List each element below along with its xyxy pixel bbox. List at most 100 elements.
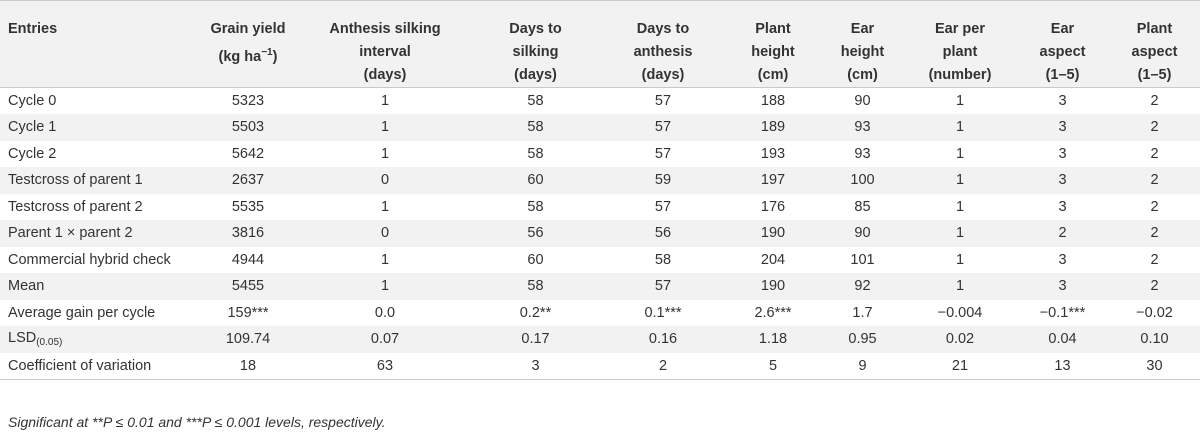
table-cell: −0.004 <box>937 304 983 321</box>
column-header-line: anthesis <box>633 44 693 60</box>
table-cell: 3 <box>1058 93 1067 109</box>
table-cell: 3 <box>1058 145 1067 162</box>
table-cell: 0 <box>380 225 390 242</box>
column-header: Anthesis silking interval (days) <box>300 1 470 88</box>
table-cell: 2 <box>1058 225 1067 242</box>
table-cell: 57 <box>654 278 672 295</box>
column-header-line: Plant <box>755 21 791 37</box>
table-cell: 0.17 <box>521 331 550 348</box>
table-cell: 2 <box>1150 198 1159 215</box>
table-cell: 2 <box>1150 172 1159 189</box>
table-cell: 5455 <box>231 278 265 295</box>
table-cell: 18 <box>239 357 257 374</box>
table-cell: 0 <box>380 172 390 189</box>
column-header-line: aspect <box>1039 44 1086 60</box>
table-cell: 4944 <box>231 251 265 268</box>
table-cell: 5535 <box>231 198 265 215</box>
table-row: Parent 1 × parent 2 3816 0 56 56 190 90 1 2 2 <box>0 220 1200 247</box>
table-cell: −0.02 <box>1136 304 1173 321</box>
column-header-line: Ear per <box>935 21 985 37</box>
table-cell: 1 <box>955 145 965 162</box>
table-cell: 58 <box>527 119 544 136</box>
table-row: Coefficient of variation 18 63 3 2 5 9 21 13 30 <box>0 353 1200 379</box>
table-cell: 59 <box>654 172 672 189</box>
table-header: Entries Grain yield (kg ha−1) Anthesis silk… <box>0 0 1200 88</box>
table-row: Testcross of parent 2 5535 1 58 57 176 85 1 3 2 <box>0 194 1200 221</box>
table-cell: 1 <box>380 251 390 268</box>
column-header: Entries <box>0 1 196 88</box>
column-header: Days to silking (days) <box>470 1 601 88</box>
table-cell: 2.6*** <box>754 304 792 321</box>
table-cell: 58 <box>654 251 672 268</box>
table-cell: 197 <box>760 172 786 189</box>
table-cell: 58 <box>527 198 544 215</box>
table-cell: 0.10 <box>1140 331 1169 348</box>
table-cell: 2 <box>1150 145 1159 162</box>
table-cell: 58 <box>527 278 544 295</box>
column-header: Ear height (cm) <box>821 1 904 88</box>
table-cell: 93 <box>854 145 871 162</box>
table-row: Mean 5455 1 58 57 190 92 1 3 2 <box>0 273 1200 300</box>
table-cell: 1 <box>955 198 965 215</box>
table-cell: 0.95 <box>848 331 877 348</box>
row-label: Testcross of parent 2 <box>8 198 143 215</box>
row-label: Commercial hybrid check <box>8 251 171 268</box>
table-cell: 2637 <box>231 172 265 189</box>
table-cell: 1 <box>380 145 390 162</box>
table-cell: 90 <box>854 225 871 242</box>
table-cell: 3 <box>531 357 540 374</box>
table-cell: 56 <box>527 225 544 242</box>
footnote: Significant at **P ≤ 0.01 and ***P ≤ 0.0… <box>8 414 386 430</box>
table-cell: −0.1*** <box>1039 304 1086 321</box>
table-row: Cycle 2 5642 1 58 57 193 93 1 3 2 <box>0 141 1200 168</box>
column-header-line: (1–5) <box>1045 67 1080 83</box>
table-cell: 100 <box>850 172 875 189</box>
column-header-line: height <box>840 44 885 60</box>
column-header-line: (cm) <box>847 67 878 83</box>
column-header-line: Ear <box>850 21 875 37</box>
table-cell: 58 <box>527 93 544 109</box>
column-header-line: Grain yield <box>210 21 286 37</box>
row-label: Cycle 0 <box>8 93 57 109</box>
table-cell: 2 <box>1150 278 1159 295</box>
table-cell: 1 <box>955 251 965 268</box>
row-label: Coefficient of variation <box>8 357 152 374</box>
table-cell: 63 <box>376 357 394 374</box>
table-cell: 1 <box>955 93 965 109</box>
table-cell: 1.7 <box>852 304 873 321</box>
table-cell: 190 <box>760 225 786 242</box>
column-header-line: (days) <box>641 67 685 83</box>
table-cell: 1 <box>380 119 390 136</box>
table-cell: 2 <box>1150 225 1159 242</box>
row-label: Cycle 1 <box>8 119 57 136</box>
table-cell: 3 <box>1058 172 1067 189</box>
table-cell: 0.0 <box>374 304 396 321</box>
table-cell: 92 <box>854 278 871 295</box>
table-cell: 5503 <box>231 119 265 136</box>
table-cell: 2 <box>1150 251 1159 268</box>
table-row: Testcross of parent 1 2637 0 60 59 197 100 1 3 2 <box>0 167 1200 194</box>
table-row: Cycle 0 5323 1 58 57 188 90 1 3 2 <box>0 88 1200 115</box>
column-header: Ear aspect (1–5) <box>1016 1 1109 88</box>
row-label: Average gain per cycle <box>8 304 156 321</box>
column-header-line: Days to <box>636 21 690 37</box>
row-label: Mean <box>8 278 45 295</box>
table-body: Cycle 0 5323 1 58 57 188 90 1 3 2 Cycle 1 5503 1 58 57… <box>0 88 1200 379</box>
table-cell: 1 <box>380 198 390 215</box>
table-cell: 3816 <box>231 225 265 242</box>
table-cell: 21 <box>951 357 969 374</box>
column-header: Plant aspect (1–5) <box>1109 1 1200 88</box>
table-cell: 1 <box>380 278 390 295</box>
table-cell: 57 <box>654 119 672 136</box>
table-cell: 60 <box>527 172 544 189</box>
column-header: Grain yield (kg ha−1) <box>196 1 300 88</box>
column-header-line: height <box>751 44 795 60</box>
table-cell: 93 <box>854 119 871 136</box>
table-cell: 0.1*** <box>644 304 682 321</box>
table-cell: 189 <box>760 119 786 136</box>
table-cell: 30 <box>1146 357 1163 374</box>
table-row: LSD(0.05) 109.74 0.07 0.17 0.16 1.18 0.95 0.02 0… <box>0 326 1200 353</box>
column-header-line: silking <box>512 44 559 60</box>
table-cell: 188 <box>760 93 786 109</box>
table-cell: 0.16 <box>648 331 678 348</box>
